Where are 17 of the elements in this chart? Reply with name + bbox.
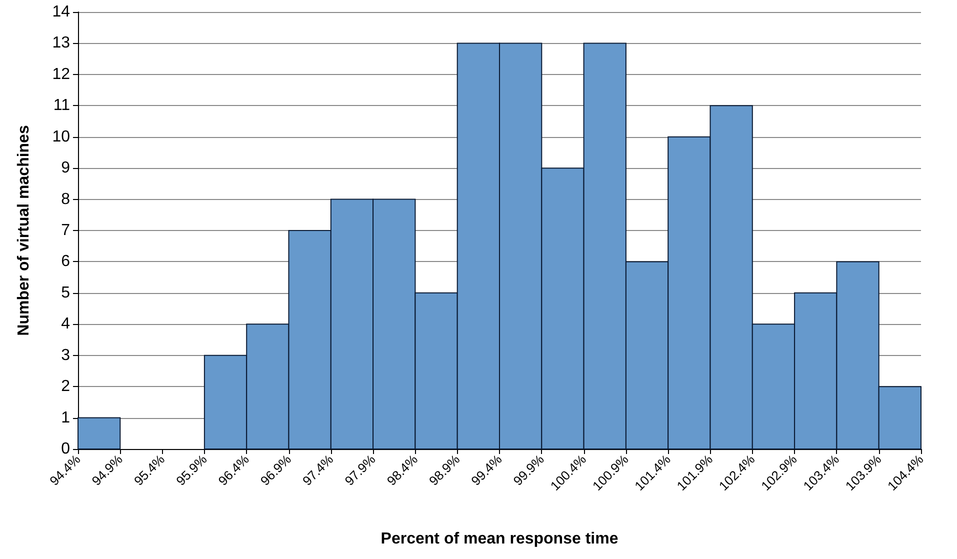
y-axis-title: Number of virtual machines — [16, 125, 32, 336]
y-tick-label: 14 — [52, 4, 70, 20]
y-tick-label: 2 — [61, 378, 70, 396]
y-tick-label: 3 — [61, 346, 70, 364]
y-tick-label: 13 — [52, 34, 70, 52]
y-tick-label: 4 — [61, 316, 70, 333]
y-tick-label: 12 — [52, 66, 70, 83]
y-tick-label: 10 — [52, 128, 70, 146]
y-tick-label: 6 — [61, 253, 70, 270]
y-tick-label: 5 — [61, 284, 70, 302]
y-tick-label: 7 — [61, 222, 70, 239]
y-tick-label: 11 — [53, 97, 70, 114]
x-axis-title: Percent of mean response time — [380, 530, 618, 548]
y-tick-label: 9 — [61, 160, 70, 177]
y-tick-label: 1 — [61, 409, 70, 426]
y-tick-label: 0 — [61, 440, 70, 458]
y-tick-label: 8 — [61, 190, 70, 208]
